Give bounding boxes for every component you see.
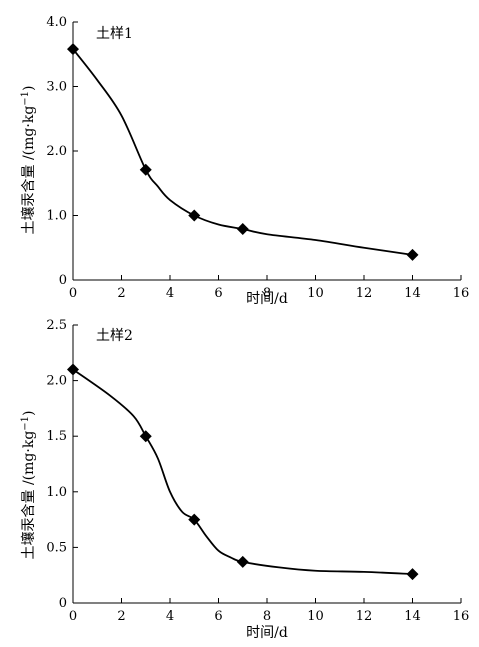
y-tick-label: 0 [59, 273, 67, 288]
data-point-marker [406, 248, 419, 261]
y-tick-label: 3.0 [46, 80, 67, 95]
y-tick-label: 2.0 [46, 144, 67, 159]
y-axis-label: 土壤汞含量 /(mg·kg−1) [20, 411, 38, 560]
plot-area: 0 2 4 6 8 10 12 14 16 0 0.5 1.0 1.5 2.0 2.5 [46, 318, 469, 624]
data-point-marker [406, 568, 419, 581]
y-tick-label: 2.0 [46, 374, 67, 389]
y-tick-label: 1.0 [46, 485, 67, 500]
data-point-marker [188, 209, 201, 222]
x-tick-label: 6 [214, 609, 222, 624]
x-tick-label: 0 [69, 609, 77, 624]
x-tick-label: 12 [356, 286, 373, 301]
data-point-marker [67, 363, 79, 376]
data-point-marker [139, 430, 152, 443]
x-tick-label: 16 [453, 286, 470, 301]
y-tick-label: 1.5 [46, 429, 67, 444]
x-tick-label: 4 [166, 609, 174, 624]
x-axis-label: 时间/d [246, 291, 288, 307]
x-axis-label: 时间/d [246, 625, 288, 641]
chart-soil-sample-1: 0 2 4 6 8 10 12 14 16 0 1.0 2.0 3.0 4.0 土样1 时间/d 土壤汞含… [20, 15, 470, 307]
data-point-marker [188, 513, 201, 526]
data-point-marker [236, 223, 249, 236]
x-tick-label: 10 [307, 609, 324, 624]
x-tick-label: 4 [166, 286, 174, 301]
plot-area: 0 2 4 6 8 10 12 14 16 0 1.0 2.0 3.0 4.0 [46, 15, 469, 301]
data-point-marker [236, 555, 249, 568]
x-tick-label: 12 [356, 609, 373, 624]
x-tick-label: 0 [69, 286, 77, 301]
y-tick-label: 0.5 [46, 540, 67, 555]
x-tick-label: 8 [263, 286, 271, 301]
annotation-label: 土样2 [96, 328, 133, 344]
data-point-marker [139, 163, 152, 176]
x-tick-label: 14 [404, 609, 421, 624]
x-tick-label: 6 [214, 286, 222, 301]
y-axis-label: 土壤汞含量 /(mg·kg−1) [20, 86, 38, 235]
x-tick-label: 2 [117, 286, 125, 301]
y-tick-label: 4.0 [46, 15, 67, 30]
chart-soil-sample-2: 0 2 4 6 8 10 12 14 16 0 0.5 1.0 1.5 2.0 2.5 土样2 时间/d 土… [20, 318, 470, 641]
x-tick-label: 10 [307, 286, 324, 301]
data-point-marker [67, 43, 79, 56]
x-tick-label: 14 [404, 286, 421, 301]
x-tick-label: 2 [117, 609, 125, 624]
series-line [72, 368, 413, 575]
y-tick-label: 1.0 [46, 209, 67, 224]
y-tick-label: 2.5 [46, 318, 67, 333]
x-tick-label: 8 [263, 609, 271, 624]
annotation-label: 土样1 [96, 26, 133, 42]
y-tick-label: 0 [59, 596, 67, 611]
x-tick-label: 16 [453, 609, 470, 624]
